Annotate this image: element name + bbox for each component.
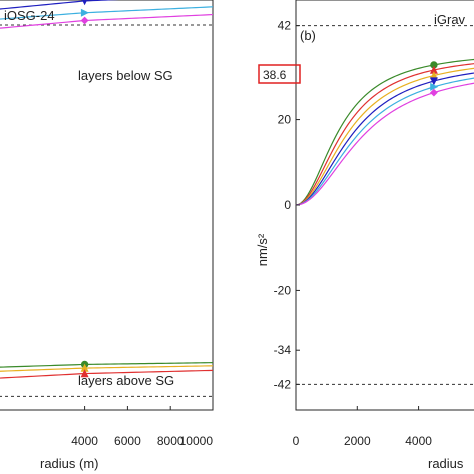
series-line-b-1	[295, 63, 474, 206]
x-tick-label-b-2: 4000	[405, 434, 432, 448]
series-line-a-2	[0, 13, 214, 29]
highlight-box	[258, 64, 301, 84]
series-line-b-3	[295, 72, 474, 206]
y-tick-label-b-4: -34	[274, 343, 292, 357]
series-line-b-0	[295, 58, 474, 206]
x-tick-label-a-3: 10000	[180, 434, 214, 448]
series-group-b	[295, 58, 474, 206]
series-group-a	[0, 0, 214, 379]
series-line-a-5	[0, 369, 214, 379]
series-marker-b-4	[430, 82, 439, 91]
series-line-a-3	[0, 362, 214, 368]
highlight-value: 38.6	[263, 68, 287, 82]
series-line-b-5	[295, 82, 474, 206]
series-line-b-2	[295, 67, 474, 206]
series-line-b-4	[295, 77, 474, 206]
panel-b-label: (b)	[300, 28, 316, 43]
y-tick-label-b-3: -20	[274, 283, 292, 297]
x-tick-label-b-1: 2000	[344, 434, 371, 448]
series-marker-a-2	[80, 16, 89, 25]
y-tick-label-b-1: 20	[278, 113, 292, 127]
annotation-layers-above: layers above SG	[78, 373, 174, 388]
y-tick-label-b-2: 0	[284, 198, 291, 212]
series-marker-a-0	[81, 0, 88, 6]
series-marker-b-3	[429, 77, 438, 86]
panel-a-title: iOSG-24	[4, 8, 55, 23]
x-ticks-b: 0 2000 4000	[293, 406, 432, 448]
series-line-a-4	[0, 365, 214, 372]
series-marker-a-5	[80, 369, 89, 378]
x-tick-label-a-0: 4000	[71, 434, 98, 448]
y-ticks-b: 42 20 0 -20 -34 -42	[274, 19, 300, 391]
y-tick-label-b-0: 42	[278, 19, 292, 33]
panel-b-title: iGrav	[434, 12, 466, 27]
series-line-a-0	[0, 0, 121, 10]
x-tick-label-b-0: 0	[293, 434, 300, 448]
y-tick-label-b-5: -42	[274, 377, 292, 391]
x-axis-label-a: radius (m)	[40, 456, 99, 471]
y-axis-label-b: nm/s²	[255, 233, 270, 266]
x-tick-label-a-1: 6000	[114, 434, 141, 448]
series-line-a-1	[0, 6, 214, 20]
annotation-layers-below: layers below SG	[78, 68, 173, 83]
x-tick-label-a-2: 8000	[157, 434, 184, 448]
plot-area-a	[0, 0, 214, 411]
series-marker-b-5	[429, 88, 438, 97]
x-axis-label-b: radius	[428, 456, 464, 471]
plot-area-b	[295, 0, 474, 411]
series-marker-a-1	[80, 8, 89, 17]
